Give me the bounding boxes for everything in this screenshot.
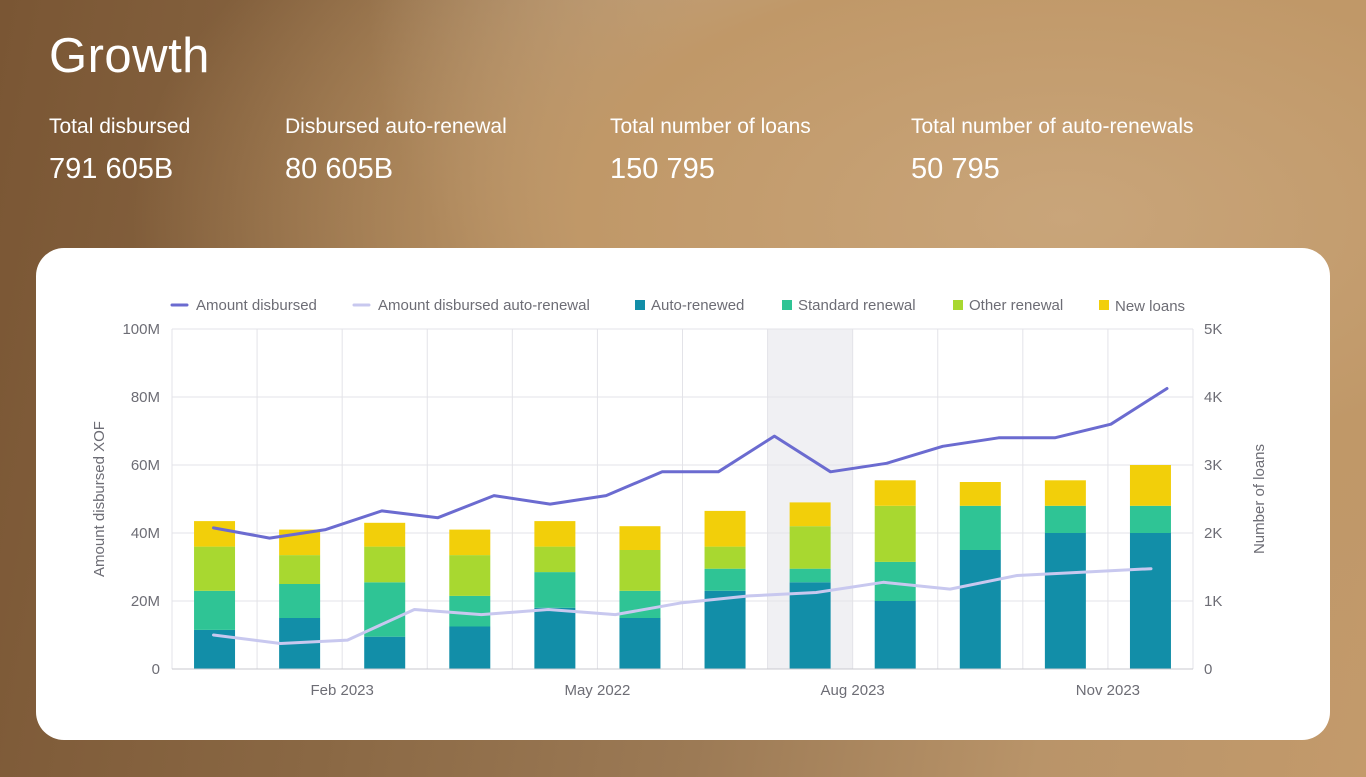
y-tick-label-left: 60M (131, 457, 160, 474)
bar-new-loans (534, 521, 576, 547)
x-tick-label: Nov 2023 (1076, 682, 1140, 699)
y-tick-label-left: 40M (131, 525, 160, 542)
bar-auto-renewed (1044, 533, 1086, 669)
bar-new-loans (1129, 465, 1171, 506)
bar-new-loans (874, 480, 916, 506)
bar-standard-renewal (789, 568, 831, 583)
bar-new-loans (959, 482, 1001, 506)
bar-auto-renewed (619, 618, 661, 669)
stat-label: Disbursed auto-renewal (285, 115, 507, 138)
legend-label: New loans (1115, 298, 1185, 315)
bar-auto-renewed (449, 626, 491, 669)
bar-standard-renewal (704, 568, 746, 591)
bar-auto-renewed (704, 590, 746, 669)
line-amount-disbursed (212, 387, 1169, 540)
stat-value: 791 605B (49, 153, 174, 185)
bar-auto-renewed (789, 582, 831, 669)
stat-label: Total number of loans (610, 115, 811, 138)
bar-auto-renewed (1129, 533, 1171, 669)
bar-new-loans (449, 529, 491, 556)
y-axis-title-right: Number of loans (1251, 444, 1268, 554)
bar-new-loans (789, 502, 831, 527)
bar-standard-renewal (534, 572, 576, 608)
legend-label: Other renewal (969, 297, 1063, 314)
bar-other-renewal (789, 526, 831, 569)
stat-label: Total disbursed (49, 115, 191, 138)
legend-label: Amount disbursed (196, 297, 317, 314)
x-tick-label: Aug 2023 (821, 682, 885, 699)
bar-new-loans (364, 522, 406, 547)
bar-auto-renewed (874, 601, 916, 669)
y-axis-title-left: Amount disbursed XOF (91, 421, 108, 577)
y-tick-label-right: 1K (1204, 593, 1222, 610)
stat-total-loans: Total number of loans 150 795 (610, 114, 811, 186)
y-tick-label-left: 80M (131, 389, 160, 406)
bar-new-loans (1044, 480, 1086, 506)
bar-new-loans (619, 526, 661, 550)
bar-other-renewal (194, 546, 236, 591)
stat-value: 50 795 (911, 153, 1000, 185)
legend-label: Amount disbursed auto-renewal (378, 297, 590, 314)
bar-other-renewal (704, 546, 746, 569)
bar-standard-renewal (279, 584, 321, 618)
bar-other-renewal (534, 546, 576, 573)
bar-auto-renewed (364, 636, 406, 669)
page-title: Growth (49, 29, 210, 83)
bar-standard-renewal (1129, 505, 1171, 533)
y-tick-label-left: 20M (131, 593, 160, 610)
bar-standard-renewal (959, 505, 1001, 550)
line-amount-disbursed-auto-renewal (212, 567, 1153, 645)
bar-standard-renewal (194, 590, 236, 630)
legend-swatch-square (782, 300, 792, 310)
bar-standard-renewal (1044, 505, 1086, 533)
stat-disbursed-auto-renewal: Disbursed auto-renewal 80 605B (285, 114, 507, 186)
y-tick-label-right: 2K (1204, 525, 1222, 542)
stat-total-auto-renewals: Total number of auto-renewals 50 795 (911, 114, 1194, 186)
bar-other-renewal (279, 555, 321, 584)
bar-auto-renewed (534, 607, 576, 669)
y-tick-label-left: 100M (122, 321, 160, 338)
legend-swatch-square (635, 300, 645, 310)
stat-total-disbursed: Total disbursed 791 605B (49, 114, 190, 186)
legend-swatch-square (953, 300, 963, 310)
stat-value: 150 795 (610, 153, 715, 185)
bar-new-loans (194, 521, 236, 547)
stat-value: 80 605B (285, 153, 394, 185)
bar-auto-renewed (959, 550, 1001, 669)
bar-other-renewal (449, 555, 491, 596)
y-tick-label-left: 0 (152, 661, 160, 678)
stat-label: Total number of auto-renewals (911, 115, 1194, 138)
y-tick-label-right: 5K (1204, 321, 1222, 338)
x-tick-label: Feb 2023 (310, 682, 373, 699)
y-tick-label-right: 3K (1204, 457, 1222, 474)
growth-chart: 0 20M 40M 60M 80M 100M 0 1K 2K 3K 4K 5K Feb 2023 May … (91, 297, 1268, 699)
chart-card: 0 20M 40M 60M 80M 100M 0 1K 2K 3K 4K 5K Feb 2023 May … (36, 248, 1330, 740)
legend-label: Auto-renewed (651, 297, 744, 314)
bar-other-renewal (364, 546, 406, 583)
bar-other-renewal (619, 550, 661, 591)
bar-standard-renewal (364, 582, 406, 637)
legend-label: Standard renewal (798, 297, 916, 314)
bar-other-renewal (874, 505, 916, 562)
y-tick-label-right: 4K (1204, 389, 1222, 406)
x-tick-label: May 2022 (564, 682, 630, 699)
bar-new-loans (704, 510, 746, 547)
y-tick-label-right: 0 (1204, 661, 1212, 678)
legend-swatch-square (1099, 300, 1109, 310)
